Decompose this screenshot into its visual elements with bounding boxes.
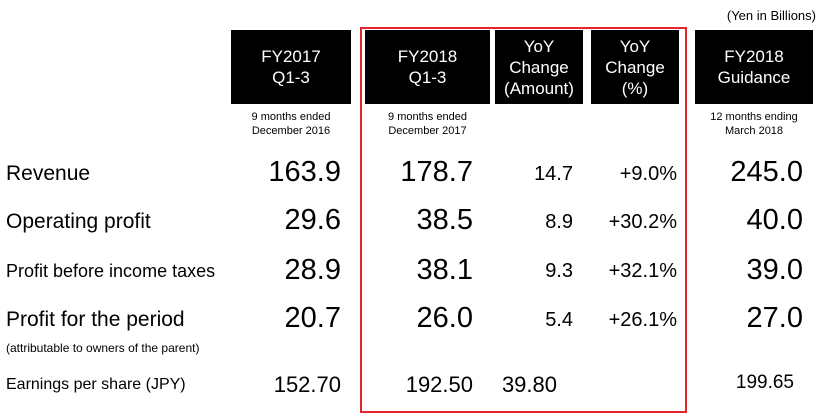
profit-before-taxes-guidance: 39.0: [746, 254, 803, 286]
profit-before-taxes-fy2017: 28.9: [284, 254, 341, 286]
profit-for-period-yoy-pct: +26.1%: [608, 309, 677, 331]
header-yoy-amount: YoY Change (Amount): [495, 30, 583, 104]
eps-fy2018: 192.50: [405, 372, 473, 397]
operating-profit-yoy-pct: +30.2%: [608, 211, 677, 233]
highlight-box: [360, 27, 687, 413]
eps-yoy-amount: 39.80: [501, 372, 557, 397]
header-fy2017-q1-3-label: FY2017 Q1-3: [261, 47, 321, 87]
profit-for-period-yoy-amount: 5.4: [545, 309, 573, 331]
subheader-guidance: 12 months ending March 2018: [710, 111, 798, 137]
revenue-fy2017: 163.9: [268, 156, 341, 188]
profit-before-taxes-yoy-pct: +32.1%: [608, 260, 677, 282]
operating-profit-fy2017: 29.6: [284, 204, 341, 236]
operating-profit-yoy-amount: 8.9: [545, 211, 573, 233]
operating-profit-guidance: 40.0: [746, 204, 803, 236]
eps-fy2017: 152.70: [273, 372, 341, 397]
row-label-profit-for-period: Profit for the period: [6, 308, 185, 331]
profit-before-taxes-yoy-amount: 9.3: [545, 260, 573, 282]
revenue-guidance: 245.0: [730, 156, 803, 188]
header-fy2018-guidance: FY2018 Guidance: [695, 30, 813, 104]
row-label-operating-profit: Operating profit: [6, 210, 151, 233]
profit-before-taxes-fy2018: 38.1: [416, 254, 473, 286]
row-label-profit-before-taxes: Profit before income taxes: [6, 261, 216, 281]
eps-guidance: 199.65: [735, 372, 794, 393]
header-fy2017-q1-3: FY2017 Q1-3: [231, 30, 351, 104]
header-fy2018-q1-3-label: FY2018 Q1-3: [397, 47, 458, 87]
row-label-eps: Earnings per share (JPY): [6, 376, 186, 393]
profit-for-period-guidance: 27.0: [746, 302, 803, 334]
header-yoy-pct-label: YoY Change (%): [605, 36, 665, 98]
profit-for-period-fy2018: 26.0: [416, 302, 473, 334]
revenue-fy2018: 178.7: [400, 156, 473, 188]
operating-profit-fy2018: 38.5: [416, 204, 473, 236]
unit-note: (Yen in Billions): [726, 8, 816, 23]
header-fy2018-q1-3: FY2018 Q1-3: [365, 30, 490, 104]
row-sublabel-profit-for-period: (attributable to owners of the parent): [6, 341, 200, 355]
header-yoy-amount-label: YoY Change (Amount): [504, 36, 574, 98]
row-label-revenue: Revenue: [6, 162, 91, 185]
header-yoy-pct: YoY Change (%): [591, 30, 679, 104]
revenue-yoy-amount: 14.7: [534, 163, 573, 185]
revenue-yoy-pct: +9.0%: [619, 163, 677, 185]
subheader-fy2018: 9 months ended December 2017: [388, 111, 467, 137]
header-fy2018-guidance-label: FY2018 Guidance: [717, 47, 791, 87]
subheader-fy2017: 9 months ended December 2016: [251, 111, 331, 137]
profit-for-period-fy2017: 20.7: [284, 302, 341, 334]
